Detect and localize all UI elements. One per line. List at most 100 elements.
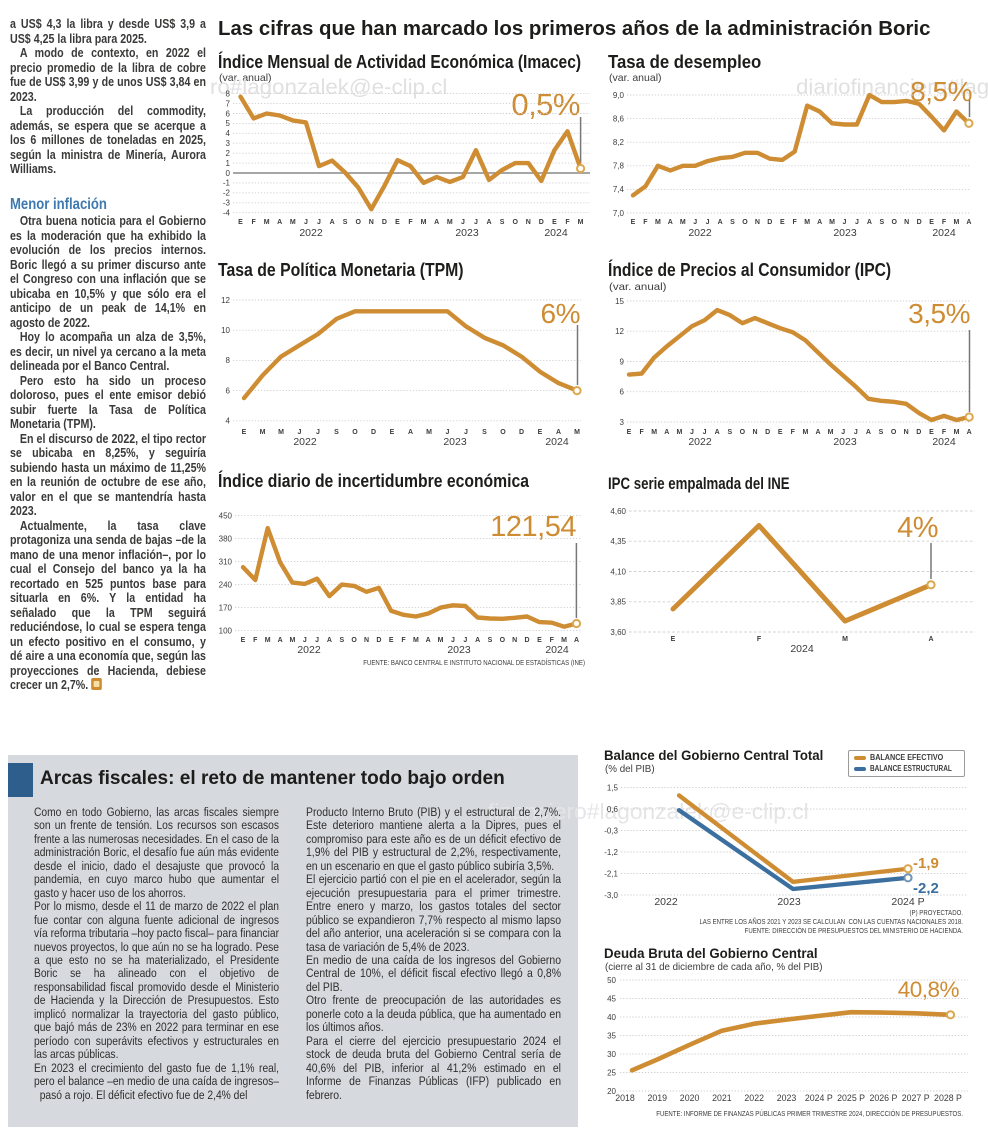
- svg-text:A: A: [574, 637, 579, 644]
- svg-text:J: J: [703, 429, 707, 436]
- svg-text:-3: -3: [223, 199, 231, 208]
- svg-text:M: M: [264, 219, 270, 226]
- svg-text:4: 4: [226, 417, 231, 426]
- svg-text:E: E: [242, 429, 247, 436]
- svg-text:170: 170: [219, 603, 233, 612]
- svg-text:450: 450: [219, 511, 233, 520]
- svg-text:S: S: [482, 429, 487, 436]
- svg-text:7,0: 7,0: [613, 209, 625, 218]
- svg-text:2020: 2020: [680, 1093, 700, 1103]
- svg-text:-4: -4: [223, 209, 231, 218]
- svg-text:J: J: [855, 219, 859, 226]
- svg-text:M: M: [421, 219, 427, 226]
- svg-text:3,85: 3,85: [610, 598, 626, 607]
- svg-text:D: D: [371, 429, 376, 436]
- svg-text:M: M: [953, 219, 959, 226]
- svg-text:E: E: [538, 429, 543, 436]
- svg-text:N: N: [904, 429, 909, 436]
- svg-text:A: A: [718, 219, 723, 226]
- svg-text:S: S: [488, 637, 493, 644]
- svg-text:7: 7: [226, 99, 231, 108]
- svg-text:O: O: [891, 429, 897, 436]
- svg-text:15: 15: [615, 297, 624, 306]
- svg-text:O: O: [891, 219, 897, 226]
- svg-text:-1,2: -1,2: [604, 848, 618, 857]
- svg-text:S: S: [727, 429, 732, 436]
- svg-text:50: 50: [607, 976, 616, 985]
- svg-text:8,2: 8,2: [613, 138, 625, 147]
- svg-text:A: A: [867, 219, 872, 226]
- svg-text:N: N: [904, 219, 909, 226]
- svg-text:2024 P: 2024 P: [805, 1093, 833, 1103]
- svg-text:E: E: [395, 219, 400, 226]
- svg-text:F: F: [565, 219, 570, 226]
- svg-text:M: M: [655, 219, 661, 226]
- svg-text:A: A: [277, 219, 282, 226]
- svg-text:S: S: [879, 219, 884, 226]
- svg-text:310: 310: [219, 557, 233, 566]
- svg-text:J: J: [841, 429, 845, 436]
- svg-text:M: M: [426, 429, 432, 436]
- svg-text:E: E: [780, 219, 785, 226]
- svg-text:M: M: [578, 219, 584, 226]
- svg-text:D: D: [519, 429, 524, 436]
- svg-text:-2: -2: [223, 189, 231, 198]
- svg-text:J: J: [446, 429, 450, 436]
- svg-text:1: 1: [226, 159, 231, 168]
- svg-text:12: 12: [221, 296, 230, 305]
- svg-text:10: 10: [221, 326, 230, 335]
- svg-text:2024: 2024: [545, 436, 569, 448]
- svg-text:9,0: 9,0: [613, 91, 625, 100]
- svg-text:F: F: [251, 219, 256, 226]
- svg-text:E: E: [631, 219, 636, 226]
- svg-text:N: N: [755, 219, 760, 226]
- svg-text:F: F: [643, 219, 648, 226]
- svg-text:2022: 2022: [654, 896, 678, 908]
- svg-text:J: J: [693, 219, 697, 226]
- svg-text:M: M: [289, 637, 295, 644]
- svg-text:D: D: [524, 637, 529, 644]
- svg-text:2022: 2022: [688, 436, 712, 448]
- svg-text:M: M: [447, 219, 453, 226]
- svg-text:A: A: [817, 219, 822, 226]
- svg-text:J: J: [315, 637, 319, 644]
- svg-text:4,35: 4,35: [610, 537, 626, 546]
- svg-text:D: D: [916, 429, 921, 436]
- svg-text:N: N: [364, 637, 369, 644]
- svg-text:F: F: [408, 219, 413, 226]
- svg-text:J: J: [317, 219, 321, 226]
- svg-text:N: N: [369, 219, 374, 226]
- svg-text:1,5: 1,5: [607, 783, 619, 792]
- svg-text:M: M: [842, 636, 848, 643]
- svg-text:M: M: [802, 429, 808, 436]
- svg-text:-0,3: -0,3: [604, 826, 618, 835]
- svg-text:2024: 2024: [932, 227, 956, 239]
- svg-text:F: F: [791, 429, 796, 436]
- svg-text:2022: 2022: [688, 227, 712, 239]
- svg-text:O: O: [351, 637, 357, 644]
- svg-text:M: M: [828, 429, 834, 436]
- svg-text:M: M: [676, 429, 682, 436]
- svg-text:O: O: [742, 219, 748, 226]
- svg-text:E: E: [389, 637, 394, 644]
- svg-text:J: J: [303, 637, 307, 644]
- svg-text:M: M: [804, 219, 810, 226]
- svg-text:F: F: [942, 219, 947, 226]
- svg-text:O: O: [352, 429, 358, 436]
- svg-text:4,60: 4,60: [610, 507, 626, 516]
- svg-text:A: A: [928, 636, 933, 643]
- svg-text:M: M: [290, 219, 296, 226]
- svg-text:2018: 2018: [615, 1093, 635, 1103]
- svg-text:J: J: [461, 219, 465, 226]
- svg-text:A: A: [664, 429, 669, 436]
- svg-text:2023: 2023: [777, 1093, 797, 1103]
- svg-text:N: N: [512, 637, 517, 644]
- svg-text:2022: 2022: [744, 1093, 764, 1103]
- svg-text:4,10: 4,10: [610, 567, 626, 576]
- svg-text:E: E: [238, 219, 243, 226]
- svg-text:2023: 2023: [443, 436, 467, 448]
- svg-text:J: J: [474, 219, 478, 226]
- svg-text:M: M: [680, 219, 686, 226]
- svg-text:F: F: [550, 637, 555, 644]
- svg-text:J: J: [298, 429, 302, 436]
